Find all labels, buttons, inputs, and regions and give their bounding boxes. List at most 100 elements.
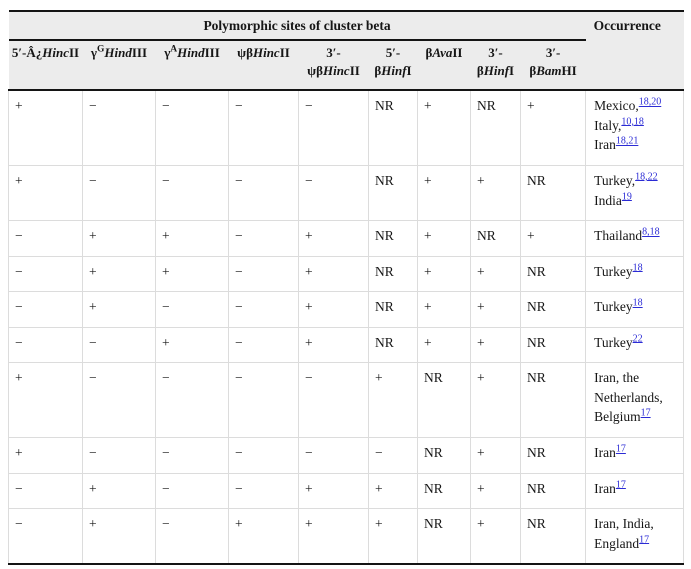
cell-psibeta-hincii: −	[228, 437, 299, 474]
cell-beta-bamhi-3prime: NR	[519, 255, 587, 293]
enzyme-name: Ava	[432, 44, 453, 60]
cell-gamma-g-hindiii: −	[82, 326, 156, 364]
citation-link[interactable]: 18,20	[638, 96, 662, 108]
citation-link[interactable]: 10,18	[621, 116, 644, 128]
cell-gamma-g-hindiii: −	[82, 437, 156, 474]
header-text: II	[279, 44, 290, 60]
header-text: 5′-	[385, 44, 401, 60]
cell-beta-hinfi-5prime: NR	[368, 326, 418, 364]
citation-link[interactable]: 22	[632, 333, 643, 345]
occurrence-text: Turkey,	[594, 172, 636, 188]
cell-beta-avaii: +	[417, 220, 471, 257]
header-text: Â¿	[26, 44, 43, 60]
cell-occurrence: Turkey22	[585, 326, 685, 364]
header-text: II	[349, 63, 360, 79]
header-text: 3′-	[545, 44, 561, 60]
header-text: I	[509, 63, 515, 79]
cell-occurrence: Thailand8,18	[585, 220, 685, 257]
occurrence-text: Turkey	[594, 263, 633, 279]
cell-psibeta-hincii-3prime: +	[298, 326, 369, 364]
header-text: II	[69, 44, 80, 60]
citation-link[interactable]: 17	[639, 534, 650, 546]
occurrence-text: Italy,	[594, 117, 622, 133]
cell-beta-avaii: NR	[417, 362, 471, 438]
cell-psibeta-hincii: −	[228, 89, 299, 166]
citation-link[interactable]: 18,22	[635, 171, 658, 183]
enzyme-name: Bam	[536, 63, 562, 79]
cell-gamma-a-hindiii: −	[155, 362, 229, 438]
cell-gamma-a-hindiii: +	[155, 326, 229, 364]
header-text: ψβ	[307, 63, 323, 79]
cell-psibeta-hincii-3prime: −	[298, 89, 369, 166]
column-header-psibeta-hincii-3prime: 3′-ψβHincII	[298, 39, 369, 92]
cell-beta-avaii: +	[417, 164, 471, 222]
cell-psibeta-hincii-3prime: −	[298, 164, 369, 222]
table-row: − + + − + NR + + NR Turkey18	[8, 255, 685, 293]
cell-beta-hinfi-3prime: +	[470, 437, 521, 474]
cell-hincii-5prime: −	[8, 508, 83, 565]
citation-link[interactable]: 17	[615, 443, 626, 455]
cell-beta-avaii: +	[417, 89, 471, 166]
citation-link[interactable]: 17	[615, 479, 626, 491]
cell-beta-hinfi-5prime: +	[368, 472, 418, 510]
cell-beta-hinfi-5prime: +	[368, 362, 418, 438]
cell-beta-hinfi-3prime: +	[470, 291, 521, 328]
cell-hincii-5prime: +	[8, 437, 83, 474]
cell-gamma-g-hindiii: +	[82, 220, 156, 257]
citation-link[interactable]: 19	[621, 191, 632, 202]
cell-beta-avaii: +	[417, 291, 471, 328]
header-text: γ	[164, 44, 171, 60]
table-row: + − − − − + NR + NR Iran, the Netherlands, Belgiu…	[8, 362, 685, 438]
cell-psibeta-hincii: −	[228, 291, 299, 328]
citation-link[interactable]: 8,18	[642, 226, 660, 238]
header-text: HI	[561, 63, 577, 79]
occurrence-text: Iran, the Netherlands, Belgium	[594, 370, 663, 425]
cell-beta-hinfi-3prime: +	[470, 326, 521, 364]
cell-psibeta-hincii-3prime: −	[298, 437, 369, 474]
occurrence-text: Iran	[594, 137, 616, 153]
cell-beta-avaii: NR	[417, 437, 471, 474]
cell-psibeta-hincii-3prime: +	[298, 472, 369, 510]
cell-gamma-a-hindiii: −	[155, 472, 229, 510]
column-header-beta-hinfi-5prime: 5′-βHinfI	[368, 39, 418, 92]
column-header-psibeta-hincii: ψβHincII	[228, 39, 299, 92]
table-title: Polymorphic sites of cluster beta	[8, 11, 586, 41]
cell-beta-hinfi-5prime: NR	[368, 291, 418, 328]
cell-beta-bamhi-3prime: NR	[519, 291, 587, 328]
cell-beta-hinfi-3prime: NR	[470, 89, 521, 166]
header-text: β	[476, 63, 484, 79]
cell-beta-avaii: NR	[417, 508, 471, 565]
cell-hincii-5prime: +	[8, 362, 83, 438]
cell-beta-bamhi-3prime: +	[519, 220, 587, 257]
cell-hincii-5prime: −	[8, 326, 83, 364]
occurrence-text: Thailand	[594, 228, 643, 244]
table-row: − + − − + NR + + NR Turkey18	[8, 291, 685, 328]
cell-beta-bamhi-3prime: +	[519, 89, 587, 166]
header-text: 3′-	[326, 44, 341, 60]
enzyme-name: Hinf	[483, 63, 510, 79]
cell-occurrence: Turkey18	[585, 291, 685, 328]
cell-gamma-a-hindiii: −	[155, 508, 229, 565]
column-header-row: 5′-Â¿HincII γGHindIII γAHindIII ψβHincII 3′-…	[8, 39, 684, 92]
cell-beta-hinfi-3prime: +	[470, 472, 521, 510]
table-row: − + − − + + NR + NR Iran17	[8, 472, 685, 510]
cell-occurrence: Turkey,18,22 India19	[585, 164, 685, 222]
column-header-gamma-a-hindiii: γAHindIII	[155, 39, 229, 92]
cell-beta-bamhi-3prime: NR	[519, 437, 587, 474]
cell-psibeta-hincii-3prime: +	[298, 255, 369, 293]
cell-occurrence: Iran, India, England17	[585, 508, 685, 565]
citation-link[interactable]: 18	[632, 297, 643, 309]
cell-psibeta-hincii-3prime: +	[298, 220, 369, 257]
citation-link[interactable]: 17	[640, 407, 651, 419]
cell-gamma-g-hindiii: +	[82, 291, 156, 328]
cell-beta-hinfi-5prime: NR	[368, 164, 418, 222]
enzyme-name: Hind	[104, 44, 132, 60]
cell-gamma-a-hindiii: −	[155, 164, 229, 222]
cell-occurrence: Mexico,18,20 Italy,10,18 Iran18,21	[585, 89, 685, 166]
cell-gamma-g-hindiii: −	[82, 362, 156, 438]
citation-link[interactable]: 18,21	[615, 135, 639, 147]
cell-beta-hinfi-3prime: +	[470, 508, 521, 565]
citation-link[interactable]: 18	[632, 262, 643, 274]
cell-beta-hinfi-5prime: −	[368, 437, 418, 474]
